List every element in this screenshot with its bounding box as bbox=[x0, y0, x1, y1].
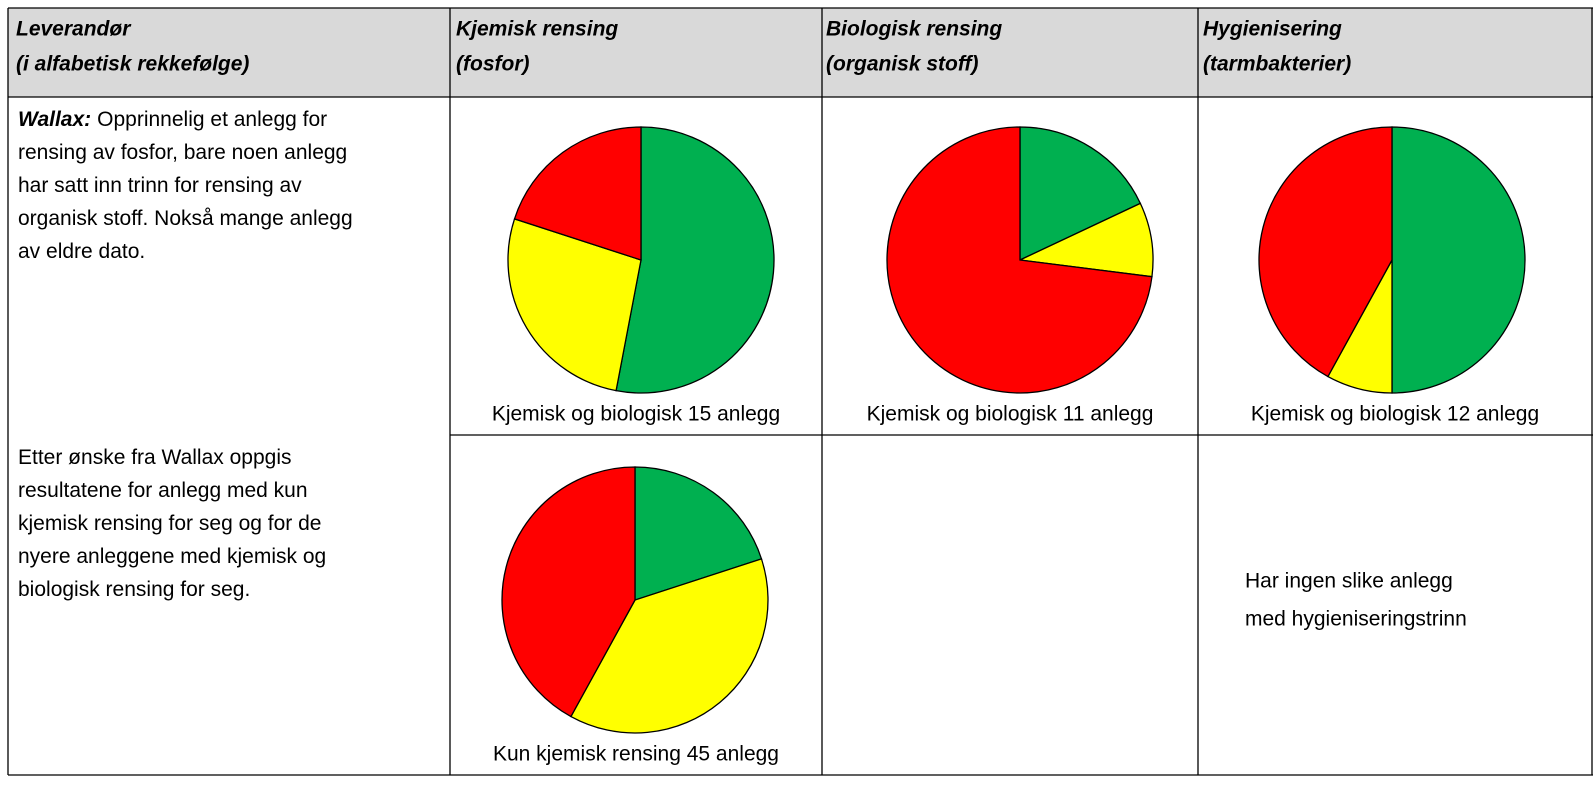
column-header: Hygienisering bbox=[1203, 18, 1342, 41]
column-header: Biologisk rensing bbox=[826, 18, 1002, 41]
row-text: kjemisk rensing for seg og for de bbox=[18, 512, 321, 535]
row-text: nyere anleggene med kjemisk og bbox=[18, 545, 326, 568]
column-header: (fosfor) bbox=[456, 53, 529, 76]
row-text: resultatene for anlegg med kun bbox=[18, 479, 308, 502]
pie-slice bbox=[570, 558, 769, 734]
row-text-line: organisk stoff. Nokså mange anlegg bbox=[18, 207, 353, 230]
note: med hygieniseringstrinn bbox=[1245, 608, 1467, 631]
column-header: (i alfabetisk rekkefølge) bbox=[16, 53, 249, 76]
column-header: Leverandør bbox=[16, 18, 132, 41]
row-text-line: har satt inn trinn for rensing av bbox=[18, 174, 302, 197]
pie-slice bbox=[615, 126, 775, 394]
column-header: (organisk stoff) bbox=[826, 53, 978, 76]
row-text-line: av eldre dato. bbox=[18, 240, 145, 263]
row-text: Etter ønske fra Wallax oppgis bbox=[18, 446, 292, 469]
pie-slice bbox=[634, 466, 763, 601]
row-text-line: Etter ønske fra Wallax oppgis bbox=[18, 446, 292, 469]
pie-slice bbox=[1019, 126, 1142, 262]
header-background bbox=[8, 8, 1593, 97]
pie-slice bbox=[507, 218, 642, 392]
pie-caption: Kjemisk og biologisk 11 anlegg bbox=[867, 403, 1154, 426]
row-text: organisk stoff. Nokså mange anlegg bbox=[18, 207, 353, 230]
row-text-line: nyere anleggene med kjemisk og bbox=[18, 545, 326, 568]
row-text: har satt inn trinn for rensing av bbox=[18, 174, 302, 197]
row-text-line: Opprinnelig et anlegg for bbox=[97, 108, 327, 131]
row-text-line: resultatene for anlegg med kun bbox=[18, 479, 308, 502]
pie-caption: Kjemisk og biologisk 15 anlegg bbox=[492, 403, 780, 426]
pie-slice bbox=[886, 126, 1153, 394]
pie-slice bbox=[513, 126, 642, 261]
pie-slice bbox=[1258, 126, 1393, 378]
row-text: rensing av fosfor, bare noen anlegg bbox=[18, 141, 347, 164]
column-header: Kjemisk rensing bbox=[456, 18, 618, 41]
row-text: biologisk rensing for seg. bbox=[18, 578, 250, 601]
note: Har ingen slike anlegg bbox=[1245, 570, 1453, 593]
pie-slice bbox=[1391, 126, 1526, 394]
row-text: Wallax: Opprinnelig et anlegg for bbox=[18, 108, 327, 131]
pie-caption: Kun kjemisk rensing 45 anlegg bbox=[493, 743, 779, 766]
row-text: av eldre dato. bbox=[18, 240, 145, 263]
row-text-line: rensing av fosfor, bare noen anlegg bbox=[18, 141, 347, 164]
pie-slice bbox=[501, 466, 636, 718]
column-header: (tarmbakterier) bbox=[1203, 53, 1351, 76]
pie-caption: Kjemisk og biologisk 12 anlegg bbox=[1251, 403, 1539, 426]
row-text-line: kjemisk rensing for seg og for de bbox=[18, 512, 321, 535]
row-text-line: biologisk rensing for seg. bbox=[18, 578, 250, 601]
supplier-name: Wallax: bbox=[18, 108, 91, 131]
